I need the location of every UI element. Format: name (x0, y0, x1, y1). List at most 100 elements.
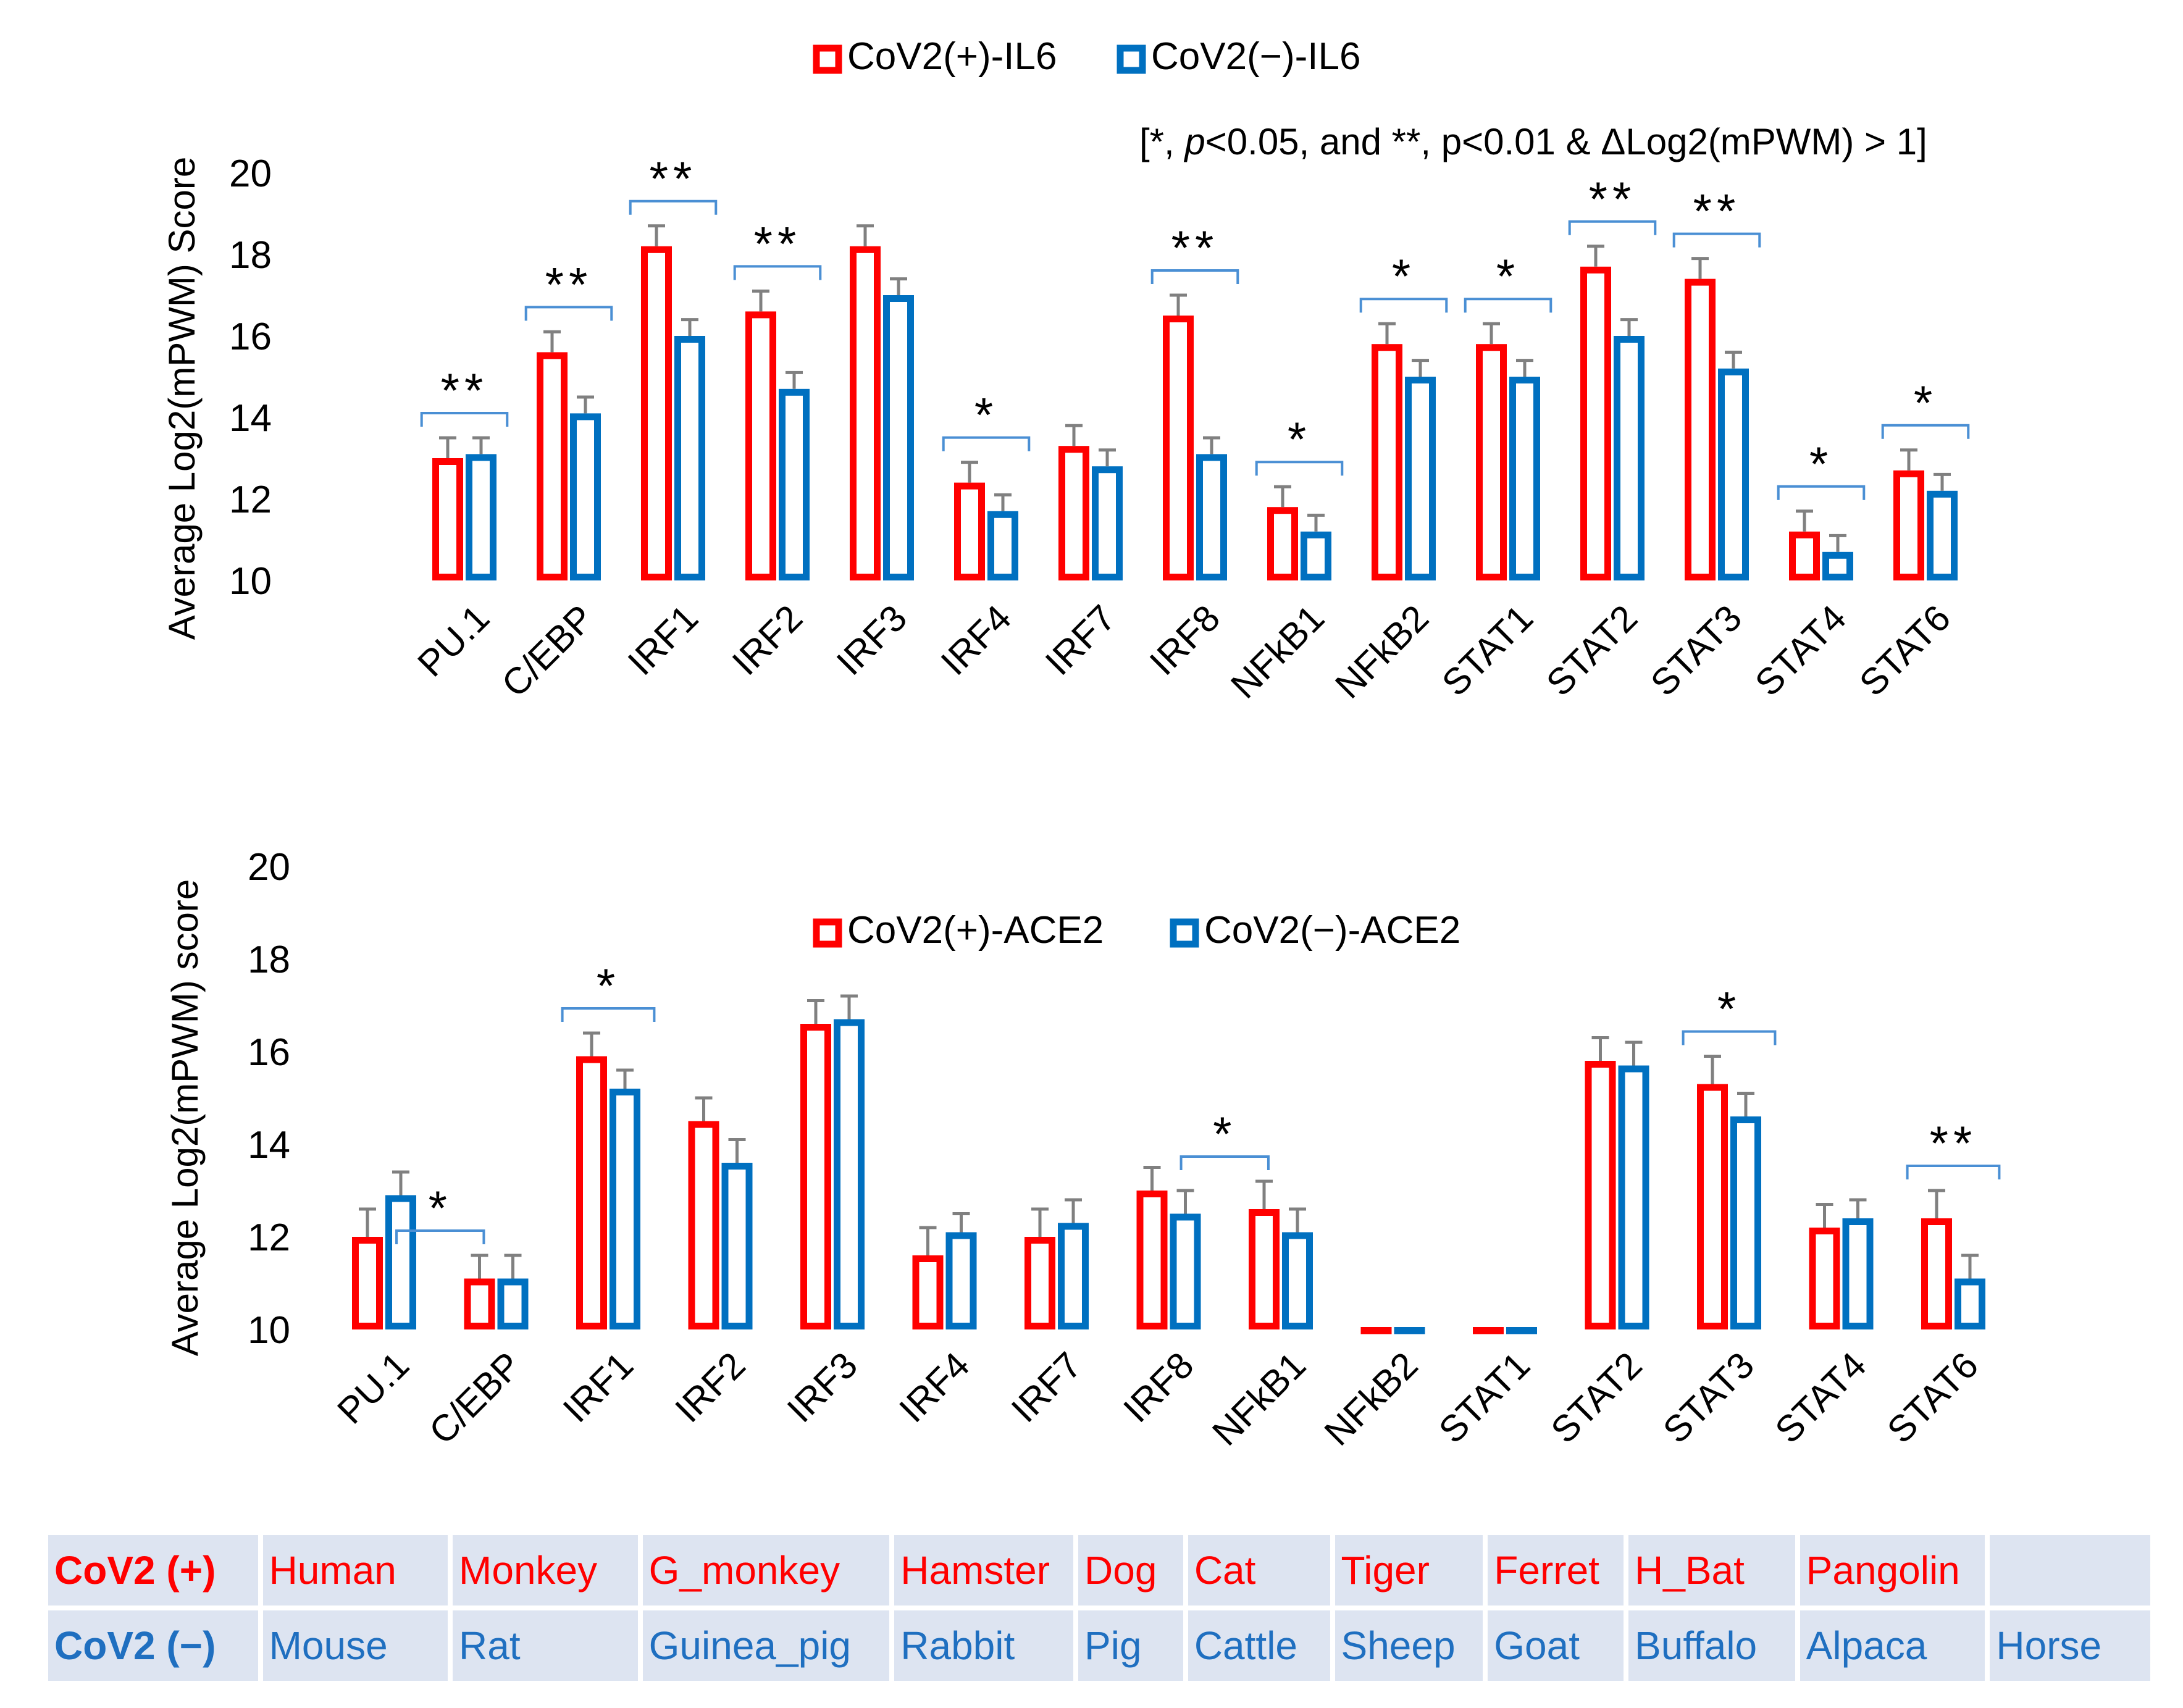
bar-positive (1249, 1209, 1280, 1329)
significance-bracket (1255, 461, 1344, 476)
y-tick-label: 14 (229, 397, 272, 440)
error-bar (890, 277, 907, 295)
bar-positive (641, 246, 672, 580)
bar-positive (1685, 278, 1716, 580)
species-cell: Human (262, 1535, 448, 1605)
significance-bracket (1359, 298, 1448, 313)
note-part: [*, (1139, 121, 1184, 162)
significance-bracket (561, 1007, 656, 1022)
species-cell: Buffalo (1628, 1610, 1795, 1681)
bar-negative (570, 413, 601, 581)
bar-negative (1618, 1065, 1649, 1329)
bar-negative (385, 1195, 416, 1329)
error-bar (1099, 448, 1116, 467)
error-bar (1829, 534, 1846, 552)
significance-bracket (420, 412, 509, 427)
y-tick-label: 18 (248, 939, 290, 981)
significance-marker: ** (545, 257, 593, 311)
error-bar (1587, 245, 1604, 267)
legend-swatch-positive (813, 44, 842, 74)
error-bar (1691, 257, 1709, 279)
y-tick-label: 20 (229, 153, 272, 195)
error-bar (728, 1138, 746, 1163)
significance-marker: * (1288, 412, 1311, 466)
error-bar (359, 1207, 376, 1237)
error-bar (1796, 509, 1813, 532)
bar-negative (1509, 377, 1540, 580)
bar-positive (537, 352, 568, 581)
species-cell: Pig (1078, 1610, 1183, 1681)
x-tick-label: IRF8 (1115, 1344, 1201, 1430)
significance-marker: * (1392, 249, 1415, 303)
legend-label-positive: CoV2(+)-ACE2 (847, 909, 1104, 952)
y-tick-label: 16 (248, 1031, 290, 1074)
significance-marker: * (1914, 375, 1937, 430)
bar-positive (800, 1024, 831, 1329)
bar-positive (1809, 1228, 1840, 1329)
bar-negative (1718, 368, 1749, 580)
error-bar (919, 1226, 937, 1255)
bar-negative (1170, 1213, 1201, 1329)
error-bar (1289, 1207, 1306, 1233)
legend-swatch-negative (1117, 44, 1146, 74)
bar-negative (945, 1232, 977, 1329)
legend-label-negative: CoV2(−)-ACE2 (1204, 909, 1460, 952)
x-tick-label: STAT1 (1431, 1344, 1538, 1451)
x-tick-label: PU.1 (329, 1344, 417, 1432)
legend-swatch-positive (813, 918, 842, 948)
bar-negative (1282, 1232, 1313, 1329)
note-part: p (1183, 121, 1205, 162)
error-bar (1274, 485, 1291, 508)
significance-marker: ** (1930, 1116, 1977, 1170)
species-cell: Dog (1078, 1535, 1183, 1605)
bar-positive (576, 1056, 607, 1329)
error-bar (857, 224, 874, 246)
error-bar (1737, 1092, 1754, 1116)
bar-positive (1267, 507, 1298, 581)
significance-marker: * (1809, 437, 1833, 491)
error-bar (504, 1254, 522, 1279)
error-bar (695, 1096, 713, 1121)
error-bar (439, 436, 456, 458)
bar-negative (834, 1019, 865, 1329)
x-tick-label: IRF4 (933, 597, 1019, 683)
significance-bracket (1179, 1155, 1270, 1170)
y-tick-label: 20 (248, 846, 290, 889)
y-tick-label: 14 (248, 1124, 290, 1166)
significance-bracket (1464, 298, 1552, 313)
significance-bracket (629, 199, 718, 215)
positive-label: CoV2 (+) (48, 1535, 258, 1605)
significance-marker: * (597, 958, 620, 1013)
significance-marker: * (429, 1181, 452, 1235)
bar-positive (1372, 344, 1402, 580)
error-bar (1725, 350, 1742, 369)
ace2-chart: 10 12 14 16 18 20 Average Log2(mPWM) score CoV2… (164, 846, 2001, 1454)
bar-negative (987, 511, 1018, 580)
negative-label: CoV2 (−) (48, 1610, 258, 1681)
error-bar (1934, 472, 1951, 491)
error-bar (392, 1170, 409, 1195)
error-bar (752, 289, 769, 312)
y-tick-label: 10 (229, 560, 272, 603)
x-tick-label: NFkB1 (1223, 597, 1332, 706)
species-cell: Pangolin (1800, 1535, 1985, 1605)
x-tick-label: STAT4 (1747, 597, 1854, 704)
error-bar (1143, 1166, 1161, 1191)
x-tick-label: STAT2 (1538, 597, 1645, 704)
x-tick-label: IRF2 (667, 1344, 753, 1430)
x-tick-label: IRF1 (555, 1344, 641, 1430)
bar-positive (352, 1237, 383, 1329)
species-row-negative: CoV2 (−) Mouse Rat Guinea_pig Rabbit Pig… (48, 1610, 2150, 1681)
error-bar (583, 1031, 600, 1057)
species-cell: Sheep (1335, 1610, 1483, 1681)
error-bar (1928, 1189, 1945, 1218)
error-bar (1620, 318, 1638, 336)
error-bar (681, 318, 698, 336)
error-bar (1591, 1036, 1609, 1061)
x-tick-label: STAT3 (1643, 597, 1749, 704)
bar-positive (432, 458, 463, 580)
significance-bracket (733, 265, 822, 280)
bar-negative (1730, 1116, 1761, 1329)
x-tick-label: STAT6 (1879, 1344, 1986, 1451)
significance-marker: * (1496, 249, 1520, 303)
